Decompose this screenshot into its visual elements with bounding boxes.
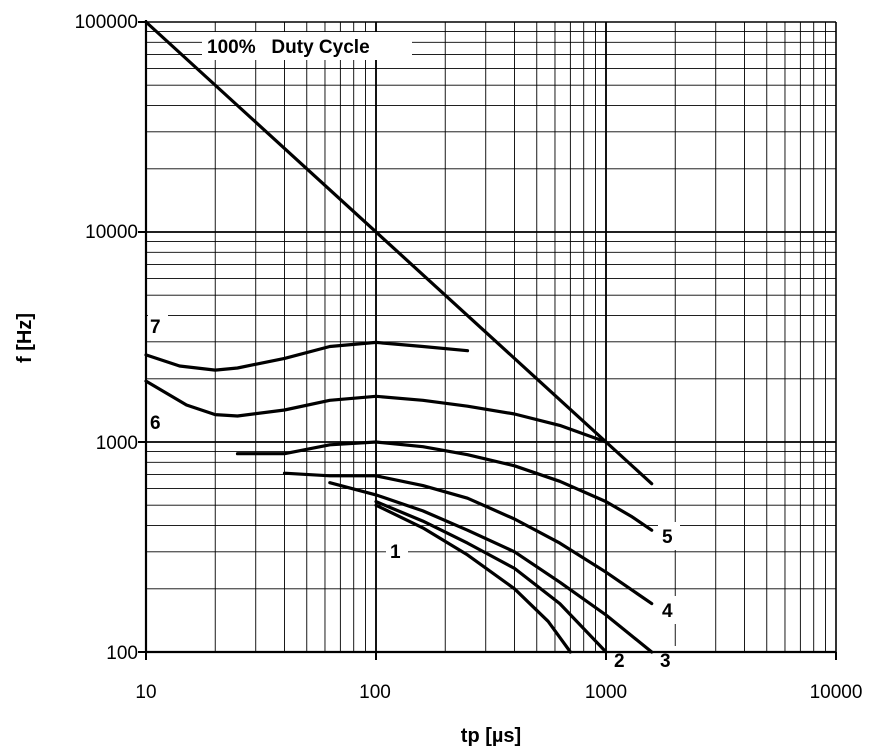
y-tick-label: 10000 bbox=[85, 222, 138, 243]
curve-label-5-bg bbox=[658, 522, 680, 550]
curve-label-4: 4 bbox=[662, 601, 673, 622]
curve-label-3: 3 bbox=[660, 651, 671, 672]
x-tick-label: 10000 bbox=[810, 682, 863, 703]
series-line-5 bbox=[235, 440, 654, 532]
tick-labels: 10 100 1000 10000 100 1000 10000 100000 bbox=[75, 12, 863, 703]
curve-label-7: 7 bbox=[150, 317, 161, 338]
series-line-2 bbox=[374, 500, 608, 654]
y-axis-title: f [Hz] bbox=[14, 313, 36, 363]
duty-cycle-label: 100% Duty Cycle bbox=[207, 37, 370, 58]
y-tick-label: 100 bbox=[106, 643, 138, 664]
x-tick-label: 10 bbox=[135, 682, 156, 703]
major-grid bbox=[145, 21, 837, 653]
curve-label-6: 6 bbox=[150, 413, 161, 434]
curve-label-2: 2 bbox=[614, 651, 625, 672]
curve-label-6-bg bbox=[148, 408, 168, 436]
series-line-7 bbox=[144, 340, 470, 372]
y-tick-label: 100000 bbox=[75, 12, 138, 33]
series-line-3 bbox=[328, 481, 654, 654]
duty-cycle-line bbox=[144, 20, 654, 486]
series-line-1 bbox=[374, 503, 573, 654]
y-tick-label: 1000 bbox=[96, 433, 138, 454]
curve-label-5: 5 bbox=[662, 527, 673, 548]
curve-label-1: 1 bbox=[390, 542, 401, 563]
plot-frame bbox=[138, 20, 837, 660]
minor-grid bbox=[146, 22, 836, 652]
x-tick-label: 100 bbox=[359, 682, 391, 703]
x-tick-label: 1000 bbox=[585, 682, 627, 703]
x-axis-title: tp [µs] bbox=[461, 725, 521, 747]
curve-label-7-bg bbox=[148, 312, 168, 340]
duty-cycle-label-bg bbox=[202, 32, 412, 60]
curve-label-1-bg bbox=[386, 538, 408, 564]
annotation-layer: 100% Duty Cycle 7 6 5 4 3 2 1 bbox=[148, 32, 680, 672]
series-layer bbox=[144, 20, 654, 654]
series-line-4 bbox=[282, 471, 654, 606]
curve-label-4-bg bbox=[658, 596, 680, 624]
series-line-6 bbox=[144, 379, 608, 444]
